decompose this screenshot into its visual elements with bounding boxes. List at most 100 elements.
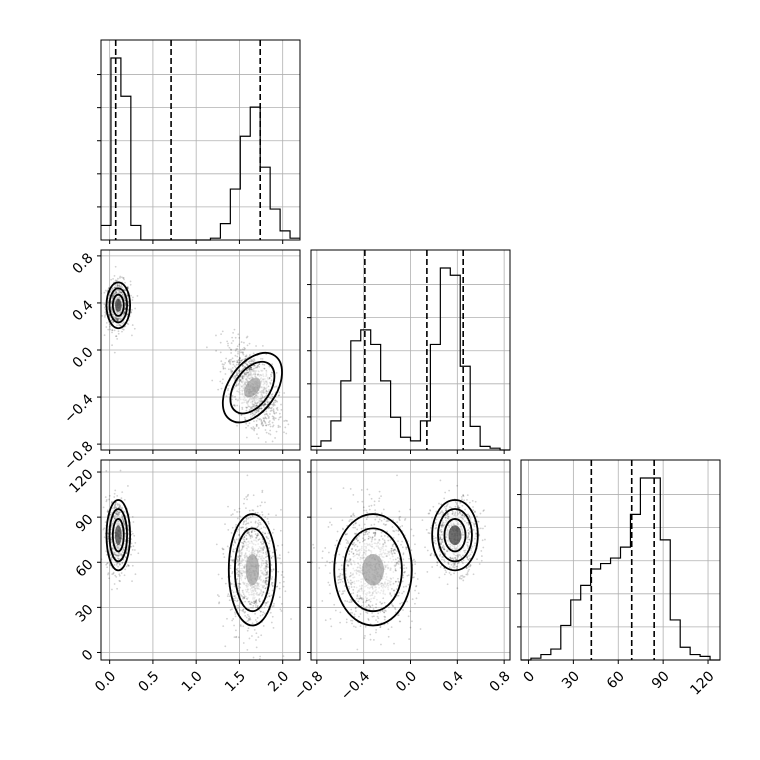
sample-point [242, 353, 245, 356]
sample-point [243, 540, 246, 543]
sample-point [393, 548, 396, 551]
sample-point [109, 290, 112, 293]
density-contour [111, 518, 125, 553]
sample-point [451, 513, 454, 515]
sample-point [441, 546, 444, 549]
sample-point [396, 614, 399, 617]
sample-point [339, 581, 342, 584]
sample-point [234, 542, 237, 544]
sample-point [397, 614, 400, 617]
sample-point [105, 563, 108, 566]
sample-point [247, 532, 250, 535]
sample-point [342, 487, 345, 490]
sample-point [468, 554, 470, 557]
sample-point [116, 317, 119, 320]
sample-point [122, 520, 125, 523]
sample-point [255, 537, 257, 539]
sample-point [412, 534, 415, 537]
sample-point [249, 537, 252, 539]
sample-point [453, 557, 456, 559]
sample-point [228, 361, 231, 364]
sample-point [373, 504, 376, 506]
sample-point [245, 354, 248, 357]
sample-point [428, 532, 431, 535]
sample-point [354, 533, 357, 535]
sample-point [470, 547, 473, 550]
sample-point [402, 553, 405, 556]
sample-point [431, 566, 434, 568]
sample-point [107, 328, 110, 331]
sample-point [248, 615, 250, 618]
sample-point [277, 557, 279, 559]
sample-point [241, 406, 244, 409]
sample-point [462, 495, 465, 498]
sample-point [434, 521, 437, 524]
sample-point [116, 511, 119, 513]
sample-point [131, 549, 134, 551]
sample-point [267, 417, 270, 419]
sample-point [241, 375, 244, 378]
sample-point [118, 284, 120, 287]
sample-point [465, 521, 468, 524]
sample-point [255, 345, 257, 347]
sample-point [242, 526, 244, 529]
sample-point [468, 568, 471, 571]
sample-point [460, 575, 462, 577]
sample-point [261, 421, 264, 424]
sample-point [402, 609, 404, 611]
sample-point [246, 344, 249, 347]
sample-point [253, 364, 256, 367]
sample-point [457, 562, 460, 564]
sample-point [399, 525, 402, 528]
sample-point [459, 501, 462, 504]
sample-point [237, 550, 240, 553]
sample-point [252, 405, 254, 408]
sample-point [249, 603, 252, 605]
sample-point [253, 602, 256, 605]
sample-point [267, 566, 270, 569]
sample-point [398, 581, 401, 584]
sample-point [254, 413, 257, 415]
sample-point [119, 505, 121, 508]
sample-point [434, 539, 436, 542]
sample-point [473, 524, 475, 526]
sample-point [271, 576, 274, 578]
sample-point [376, 515, 378, 518]
sample-point [244, 419, 247, 421]
sample-point [472, 509, 475, 512]
sample-point [242, 375, 245, 377]
sample-point [119, 324, 122, 327]
sample-point [113, 507, 116, 510]
sample-point [233, 624, 235, 627]
sample-point [355, 538, 358, 540]
sample-point [238, 359, 240, 361]
sample-point [118, 563, 121, 566]
sample-point [413, 576, 416, 579]
sample-point [393, 642, 395, 645]
sample-point [265, 602, 268, 604]
sample-point [245, 616, 248, 619]
sample-point [282, 576, 285, 579]
sample-point [460, 496, 463, 498]
sample-point [115, 554, 118, 557]
scatter-panel-p0-p1 [97, 249, 301, 454]
sample-point [463, 549, 465, 552]
sample-point [462, 576, 465, 578]
sample-point [458, 511, 461, 514]
sample-point [113, 492, 116, 495]
sample-point [238, 507, 241, 510]
sample-point [238, 583, 241, 585]
sample-point [127, 287, 130, 290]
sample-point [374, 666, 376, 668]
sample-point [266, 563, 268, 566]
sample-point [124, 302, 127, 305]
sample-point [277, 570, 280, 573]
sample-point [241, 375, 244, 377]
sample-point [120, 497, 123, 499]
sample-point [111, 294, 114, 297]
sample-point [480, 550, 483, 552]
sample-point [136, 295, 139, 297]
sample-point [131, 299, 134, 301]
sample-point [246, 532, 249, 535]
sample-point [358, 615, 360, 618]
